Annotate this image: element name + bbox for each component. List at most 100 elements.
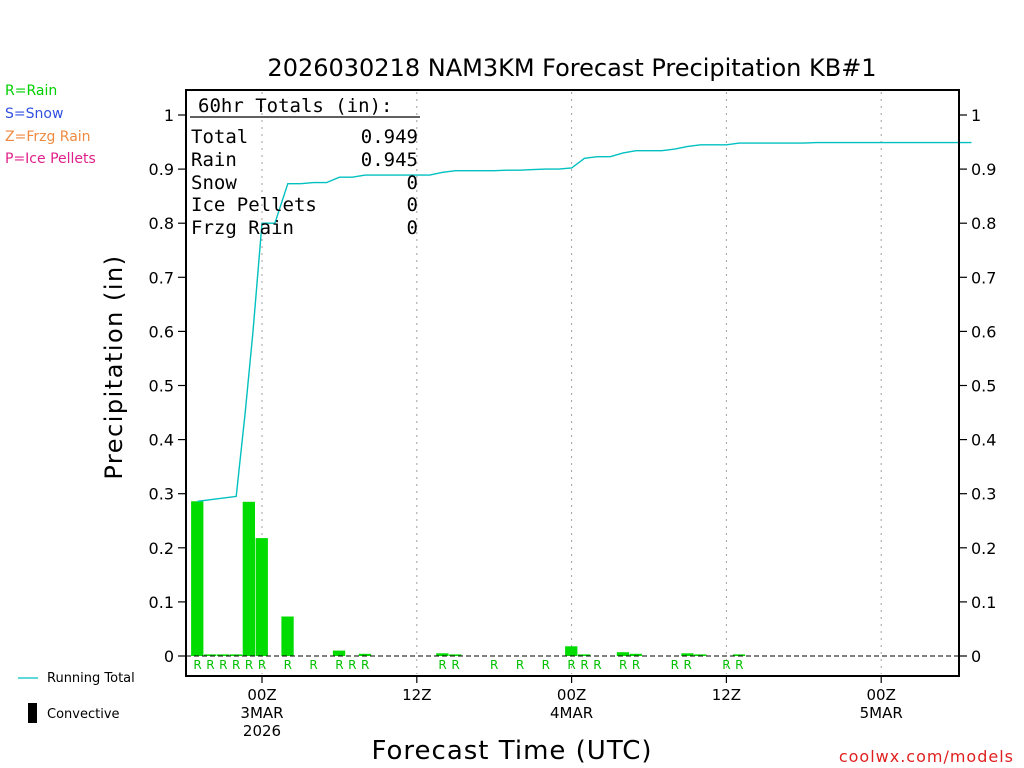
totals-frzg-rain-value: 0: [407, 217, 418, 239]
legend-convective-label: Convective: [47, 707, 120, 722]
x-tick-label: 4MAR: [550, 704, 593, 722]
y-axis-label: Precipitation (in): [100, 254, 128, 479]
rain-bar: [281, 616, 294, 656]
ptype-label: R: [309, 658, 317, 672]
ptype-label: R: [258, 658, 266, 672]
y-tick-label-right: 0.3: [971, 485, 996, 504]
y-tick-label-right: 0.5: [971, 377, 996, 396]
y-tick-label-left: 0.3: [149, 485, 174, 504]
y-tick-label-right: 0.2: [971, 539, 996, 558]
x-tick-label: 00Z: [247, 686, 276, 704]
ptype-label: R: [451, 658, 459, 672]
x-tick-label: 3MAR: [240, 704, 283, 722]
ptype-label: R: [438, 658, 446, 672]
ptype-key-rain: R=Rain: [5, 83, 57, 99]
ptype-label: R: [219, 658, 227, 672]
y-tick-label-right: 0: [971, 647, 981, 666]
ptype-label: R: [284, 658, 292, 672]
ptype-label: R: [206, 658, 214, 672]
y-tick-label-left: 0.8: [149, 214, 174, 233]
ptype-label: R: [361, 658, 369, 672]
y-tick-label-right: 1: [971, 106, 981, 125]
totals-snow-label: Snow: [191, 172, 237, 194]
x-tick-label: 12Z: [712, 686, 741, 704]
y-tick-label-left: 0.9: [149, 160, 174, 179]
ptype-label: R: [567, 658, 575, 672]
y-tick-label-right: 0.8: [971, 214, 996, 233]
totals-header: 60hr Totals (in):: [198, 95, 392, 117]
y-tick-label-right: 0.7: [971, 268, 996, 287]
rain-bar: [565, 646, 578, 656]
y-axis-ticks: 0 00.1 0.10.2 0.20.3 0.30.4 0.40.5 0.50.6 0.60.…: [149, 106, 997, 666]
y-tick-label-right: 0.1: [971, 593, 996, 612]
ptype-label: R: [671, 658, 679, 672]
ptype-label: R: [542, 658, 550, 672]
y-tick-label-left: 0.5: [149, 377, 174, 396]
ptype-label: R: [593, 658, 601, 672]
ptype-label: R: [193, 658, 201, 672]
y-tick-label-left: 0: [164, 647, 174, 666]
x-tick-label: 00Z: [557, 686, 586, 704]
ptype-label: R: [684, 658, 692, 672]
y-tick-label-left: 0.2: [149, 539, 174, 558]
totals-snow-value: 0: [407, 172, 418, 194]
ptype-label: R: [516, 658, 524, 672]
totals-rain-value: 0.945: [361, 149, 418, 171]
ptype-key-ice-pellets: P=Ice Pellets: [5, 151, 96, 167]
ptype-key-frzg-rain: Z=Frzg Rain: [5, 129, 91, 145]
rain-bar: [436, 653, 449, 656]
totals-rain-label: Rain: [191, 149, 237, 171]
totals-box: 60hr Totals (in): Total 0.949 Rain 0.945…: [190, 95, 420, 239]
rain-bar: [191, 501, 204, 656]
ptype-label: R: [735, 658, 743, 672]
ptype-label: R: [245, 658, 253, 672]
y-tick-label-left: 0.1: [149, 593, 174, 612]
rain-bar: [255, 538, 268, 656]
legend-convective-swatch: [28, 703, 37, 723]
rain-bar: [732, 654, 746, 656]
y-tick-label-right: 0.4: [971, 431, 996, 450]
rain-bar: [358, 653, 372, 656]
totals-total-label: Total: [191, 126, 248, 148]
rain-bar: [616, 652, 630, 656]
rain-bar: [681, 653, 694, 656]
ptype-label: R: [335, 658, 343, 672]
x-tick-label: 12Z: [402, 686, 431, 704]
ptype-label: R: [619, 658, 627, 672]
running-total-line: [197, 141, 972, 502]
plot-frame: [185, 89, 960, 677]
rain-bar: [332, 650, 346, 656]
ptype-label: R: [722, 658, 730, 672]
totals-ice-pellets-label: Ice Pellets: [191, 194, 317, 216]
rain-bar: [242, 501, 255, 656]
y-tick-label-left: 0.7: [149, 268, 174, 287]
ptype-label: R: [580, 658, 588, 672]
rain-bars: [191, 501, 746, 656]
ptype-label: R: [490, 658, 498, 672]
y-tick-label-right: 0.9: [971, 160, 996, 179]
rain-bar: [204, 654, 217, 656]
totals-total-value: 0.949: [361, 126, 418, 148]
legend-running-total-label: Running Total: [47, 671, 135, 686]
credit-text: coolwx.com/models: [839, 747, 1014, 766]
ptype-key-snow: S=Snow: [5, 106, 63, 122]
y-tick-label-left: 1: [164, 106, 174, 125]
totals-ice-pellets-value: 0: [407, 194, 418, 216]
totals-frzg-rain-label: Frzg Rain: [191, 217, 294, 239]
ptype-label: R: [632, 658, 640, 672]
ptype-label: R: [348, 658, 356, 672]
rain-bar: [229, 654, 243, 656]
x-axis-label: Forecast Time (UTC): [371, 736, 652, 766]
chart-title: 2026030218 NAM3KM Forecast Precipitation…: [267, 54, 876, 82]
rain-bar: [216, 654, 230, 656]
x-tick-label: 2026: [243, 722, 281, 740]
rain-bar: [449, 654, 462, 656]
rain-bar: [578, 654, 591, 656]
rain-bar: [694, 654, 707, 656]
ptype-label: R: [232, 658, 240, 672]
y-tick-label-left: 0.4: [149, 431, 174, 450]
x-tick-label: 00Z: [867, 686, 896, 704]
